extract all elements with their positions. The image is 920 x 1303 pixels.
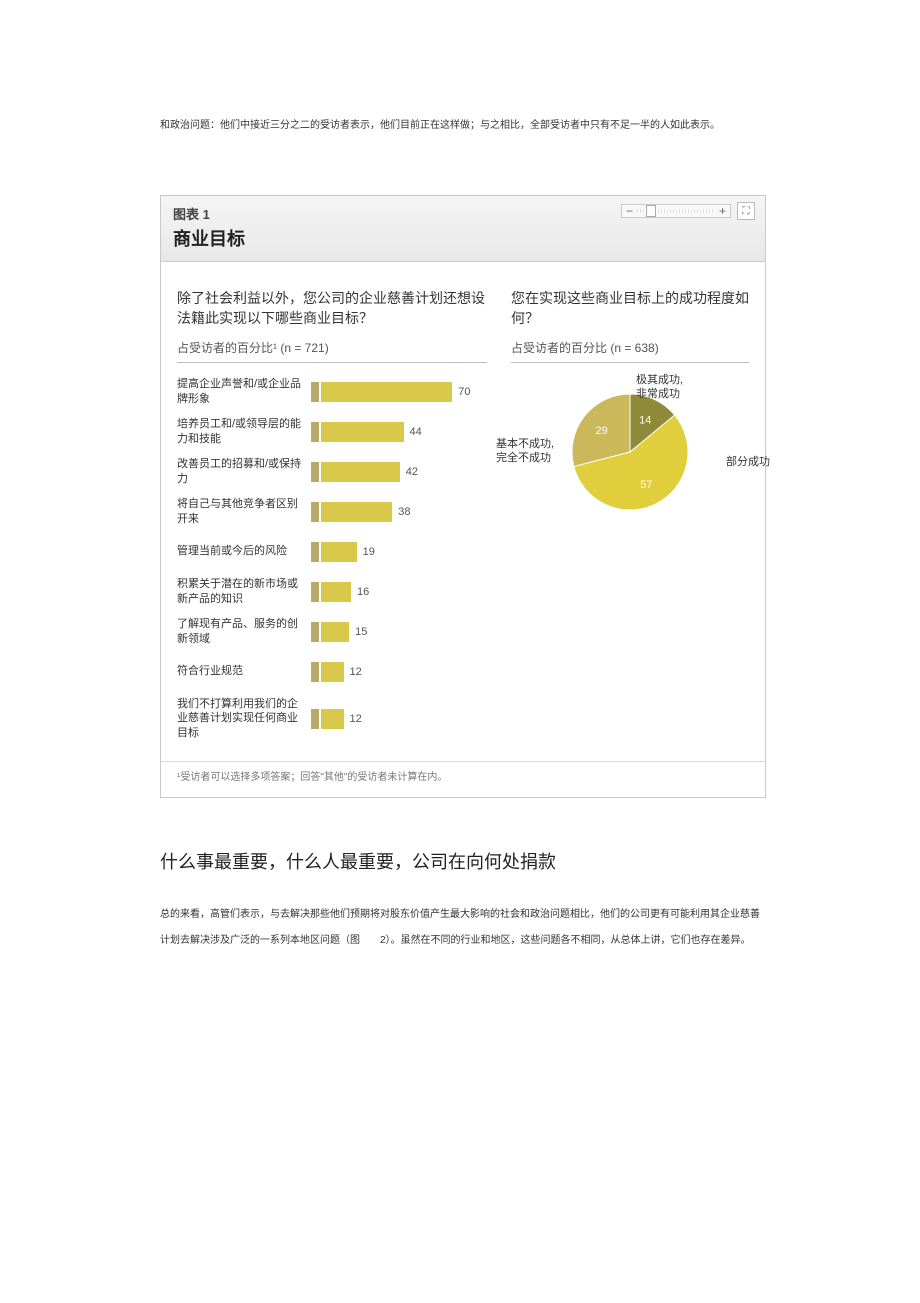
bar-fill	[321, 662, 344, 682]
bar-row: 我们不打算利用我们的企业慈善计划实现任何商业目标 12	[177, 697, 487, 742]
pie-slice-label: 基本不成功,完全不成功	[496, 437, 554, 467]
bar-value: 16	[357, 586, 369, 598]
bar-value: 38	[398, 506, 410, 518]
bar-fill	[321, 709, 344, 729]
bar-label: 了解现有产品、服务的创新领域	[177, 617, 311, 647]
chart-toolbar: − + ⛶	[621, 202, 755, 220]
bar-row: 改善员工的招募和/或保持力 42	[177, 457, 487, 487]
zoom-thumb[interactable]	[646, 205, 656, 217]
section-heading: 什么事最重要，什么人最重要，公司在向何处捐款	[160, 848, 766, 874]
bar-value: 12	[350, 713, 362, 725]
pie-slice-value: 29	[595, 425, 607, 437]
pie-chart-wrap: 145729 极其成功,非常成功部分成功基本不成功,完全不成功	[511, 377, 749, 527]
bars-container: 提高企业声誉和/或企业品牌形象 70 培养员工和/或领导层的能力和技能 44 改善员工的…	[177, 377, 487, 742]
bar-tick	[311, 662, 319, 682]
bar-track: 42	[311, 462, 487, 482]
bar-label: 提高企业声誉和/或企业品牌形象	[177, 377, 311, 407]
bar-row: 培养员工和/或领导层的能力和技能 44	[177, 417, 487, 447]
bar-value: 15	[355, 626, 367, 638]
chart-title: 商业目标	[173, 225, 753, 251]
bar-label: 我们不打算利用我们的企业慈善计划实现任何商业目标	[177, 697, 311, 742]
intro-paragraph: 和政治问题：他们中接近三分之二的受访者表示，他们目前正在这样做；与之相比，全部受…	[160, 116, 766, 135]
bar-label: 符合行业规范	[177, 664, 311, 679]
bar-track: 38	[311, 502, 487, 522]
bar-label: 改善员工的招募和/或保持力	[177, 457, 311, 487]
zoom-out-icon[interactable]: −	[626, 205, 633, 217]
right-subtitle: 占受访者的百分比 (n = 638)	[511, 339, 749, 363]
bar-tick	[311, 709, 319, 729]
expand-button[interactable]: ⛶	[737, 202, 755, 220]
left-subtitle: 占受访者的百分比¹ (n = 721)	[177, 339, 487, 363]
bar-label: 积累关于潜在的新市场或新产品的知识	[177, 577, 311, 607]
chart-right-column: 您在实现这些商业目标上的成功程度如何？ 占受访者的百分比 (n = 638) 1…	[501, 288, 749, 751]
zoom-track[interactable]	[637, 209, 715, 213]
bar-value: 44	[410, 426, 422, 438]
chart-header: 图表 1 商业目标 − + ⛶	[161, 196, 765, 262]
zoom-in-icon[interactable]: +	[719, 205, 726, 217]
bar-tick	[311, 462, 319, 482]
bar-value: 42	[406, 466, 418, 478]
bar-track: 15	[311, 622, 487, 642]
bar-track: 16	[311, 582, 487, 602]
bar-row: 提高企业声誉和/或企业品牌形象 70	[177, 377, 487, 407]
body-paragraph: 总的来看，高管们表示，与去解决那些他们预期将对股东价值产生最大影响的社会和政治问…	[160, 902, 766, 954]
chart-card: 图表 1 商业目标 − + ⛶ 除了社会利益以外，您公司的企业慈善计划还想设法籍…	[160, 195, 766, 798]
chart-body: 除了社会利益以外，您公司的企业慈善计划还想设法籍此实现以下哪些商业目标？ 占受访…	[161, 262, 765, 761]
chart-footnote: ¹受访者可以选择多项答案；回答"其他"的受访者未计算在内。	[161, 761, 765, 797]
pie-slice-value: 57	[640, 479, 652, 491]
bar-row: 管理当前或今后的风险 19	[177, 537, 487, 567]
bar-tick	[311, 622, 319, 642]
bar-fill	[321, 462, 400, 482]
bar-track: 12	[311, 662, 487, 682]
bar-value: 19	[363, 546, 375, 558]
left-question: 除了社会利益以外，您公司的企业慈善计划还想设法籍此实现以下哪些商业目标？	[177, 288, 487, 329]
bar-value: 70	[458, 386, 470, 398]
bar-tick	[311, 382, 319, 402]
bar-track: 70	[311, 382, 487, 402]
bar-fill	[321, 542, 357, 562]
bar-value: 12	[350, 666, 362, 678]
pie-slice-label: 部分成功	[726, 455, 770, 470]
bar-row: 符合行业规范 12	[177, 657, 487, 687]
bar-tick	[311, 502, 319, 522]
bar-row: 将自己与其他竞争者区别开来 38	[177, 497, 487, 527]
bar-fill	[321, 502, 392, 522]
bar-label: 将自己与其他竞争者区别开来	[177, 497, 311, 527]
bar-label: 管理当前或今后的风险	[177, 544, 311, 559]
bar-row: 了解现有产品、服务的创新领域 15	[177, 617, 487, 647]
chart-left-column: 除了社会利益以外，您公司的企业慈善计划还想设法籍此实现以下哪些商业目标？ 占受访…	[177, 288, 487, 751]
bar-fill	[321, 582, 351, 602]
bar-fill	[321, 382, 452, 402]
bar-track: 19	[311, 542, 487, 562]
bar-track: 12	[311, 709, 487, 729]
zoom-slider[interactable]: − +	[621, 204, 731, 218]
bar-fill	[321, 422, 404, 442]
bar-fill	[321, 622, 349, 642]
pie-slice-label: 极其成功,非常成功	[636, 373, 683, 403]
bar-tick	[311, 582, 319, 602]
bar-label: 培养员工和/或领导层的能力和技能	[177, 417, 311, 447]
bar-tick	[311, 422, 319, 442]
bar-row: 积累关于潜在的新市场或新产品的知识 16	[177, 577, 487, 607]
pie-slice-value: 14	[639, 414, 651, 426]
bar-tick	[311, 542, 319, 562]
bar-track: 44	[311, 422, 487, 442]
right-question: 您在实现这些商业目标上的成功程度如何？	[511, 288, 749, 329]
